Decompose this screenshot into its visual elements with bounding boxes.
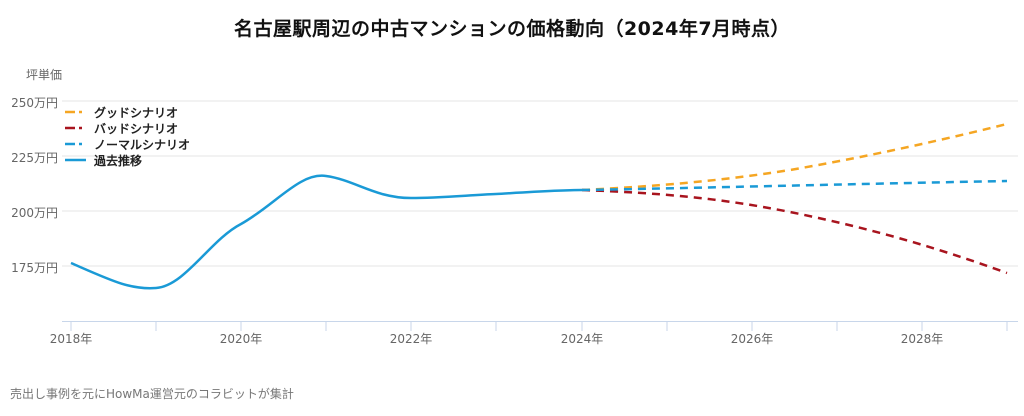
x-tick-2022: 2022年 — [389, 332, 433, 346]
y-tick-225: 225万円 — [11, 151, 58, 165]
legend-item-history[interactable]: 過去推移 — [64, 152, 190, 168]
x-axis — [62, 321, 1018, 331]
x-tick-2018: 2018年 — [49, 332, 93, 346]
y-tick-200: 200万円 — [11, 206, 58, 220]
legend-item-good[interactable]: グッドシナリオ — [64, 104, 190, 120]
series-good-scenario-line — [581, 122, 1008, 192]
solid-line-swatch-icon — [65, 158, 86, 162]
gridlines — [62, 100, 1018, 267]
y-tick-175: 175万円 — [11, 261, 58, 275]
x-tick-2024: 2024年 — [560, 332, 604, 346]
x-tick-2020: 2020年 — [219, 332, 263, 346]
legend-item-normal[interactable]: ノーマルシナリオ — [64, 136, 190, 152]
legend: グッドシナリオ バッドシナリオ ノーマルシナリオ 過去推移 — [64, 104, 190, 168]
dashed-line-swatch-icon — [65, 110, 82, 114]
legend-item-bad[interactable]: バッドシナリオ — [64, 120, 190, 136]
y-tick-250: 250万円 — [11, 96, 58, 110]
legend-label: ノーマルシナリオ — [94, 137, 191, 152]
legend-label: バッドシナリオ — [94, 121, 179, 136]
y-axis-label: 坪単価 — [26, 68, 63, 82]
dashed-line-swatch-icon — [65, 142, 82, 146]
x-tick-2028: 2028年 — [900, 332, 944, 346]
source-note: 売出し事例を元にHowMa運営元のコラビットが集計 — [10, 387, 294, 401]
series-normal-scenario-line — [581, 179, 1008, 192]
chart-title: 名古屋駅周辺の中古マンションの価格動向（2024年7月時点） — [233, 18, 791, 40]
series-history-line — [70, 174, 583, 290]
x-tick-2026: 2026年 — [730, 332, 774, 346]
legend-label: グッドシナリオ — [94, 105, 179, 120]
legend-label: 過去推移 — [94, 153, 143, 168]
dashed-line-swatch-icon — [65, 126, 82, 130]
series-bad-scenario-line — [581, 188, 1008, 275]
